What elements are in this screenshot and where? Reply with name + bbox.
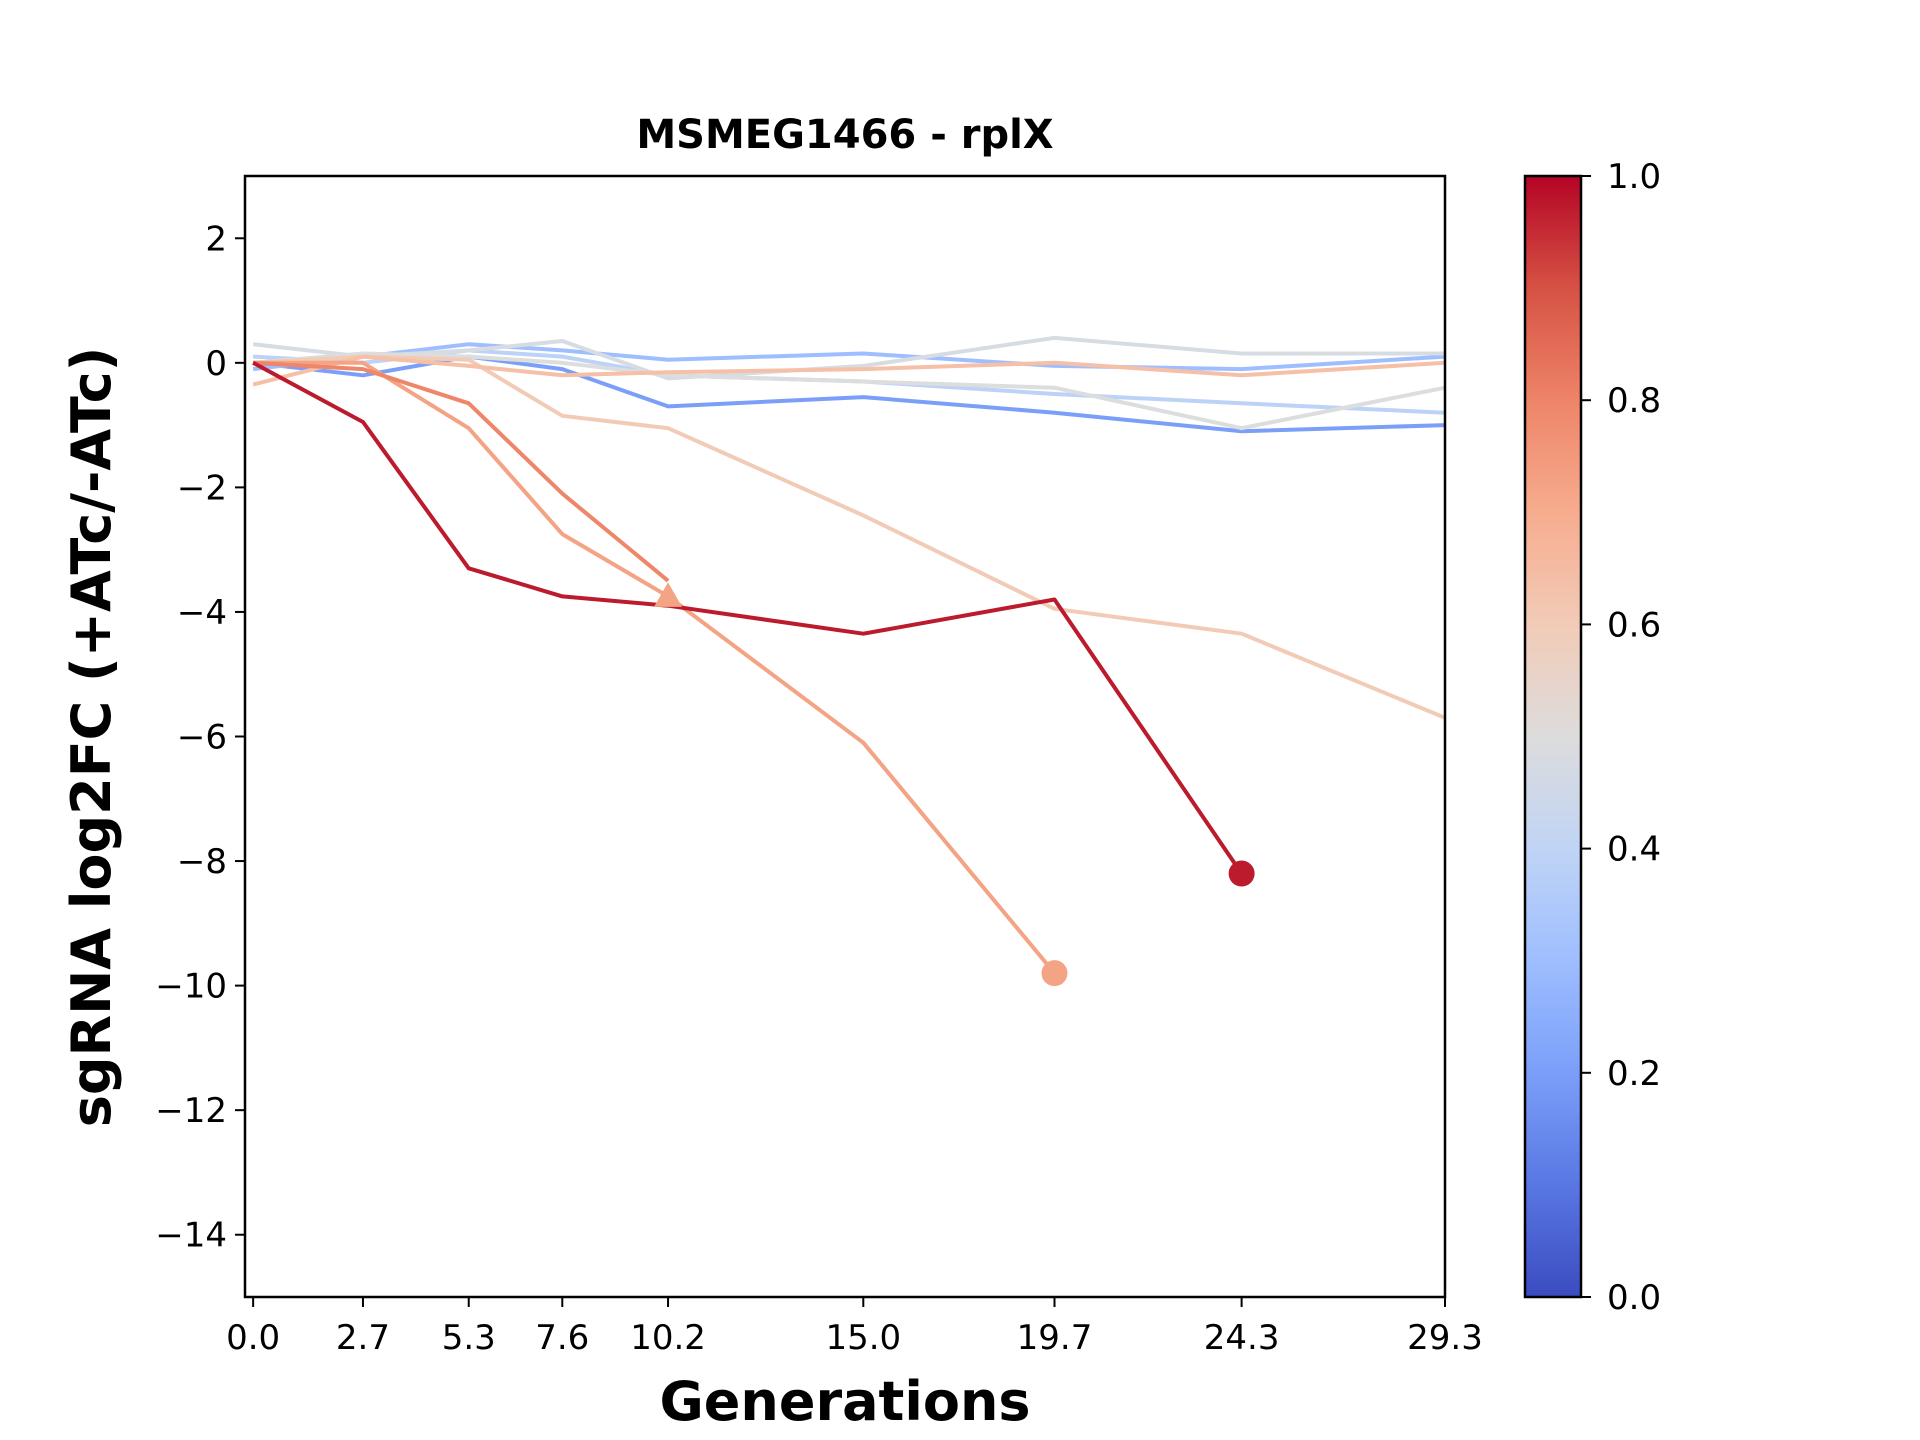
marker-layer [654,582,1255,987]
y-tick-label-5: −8 [177,842,227,882]
series-line-9 [252,361,1244,875]
end-marker-7 [1041,960,1068,987]
y-axis: 2 0 −2 −4 −6 −8 −10 −12 −14 [155,219,245,1256]
series-line-6 [252,354,1445,387]
y-tick-label-1: 0 [205,344,227,384]
y-tick-label-7: −12 [155,1091,227,1131]
x-axis: 0.0 2.7 5.3 7.6 10.2 15.0 19.7 24.3 29.3 [226,1297,1483,1358]
x-tick-label-1: 2.7 [336,1318,390,1358]
end-marker-9 [1228,860,1255,887]
colorbar-tick-label-2: 0.4 [1607,830,1661,870]
chart-title: MSMEG1466 - rplX [636,112,1053,158]
y-tick-label-8: −14 [155,1216,227,1256]
x-tick-label-7: 24.3 [1204,1318,1280,1358]
colorbar [1523,174,1583,1299]
colorbar-tick-label-5: 1.0 [1607,157,1661,197]
colorbar-tick-label-0: 0.0 [1607,1278,1661,1318]
colorbar-tick-label-4: 0.8 [1607,381,1661,421]
series-line-1 [252,342,1445,372]
colorbar-ticks: 0.0 0.2 0.4 0.6 0.8 1.0 [1581,157,1661,1318]
y-axis-label: sgRNA log2FC (+ATc/-ATc) [60,347,123,1128]
x-tick-label-6: 19.7 [1017,1318,1093,1358]
x-tick-label-4: 10.2 [630,1318,706,1358]
y-tick-label-2: −2 [177,468,227,508]
x-tick-label-3: 7.6 [535,1318,589,1358]
x-tick-label-0: 0.0 [226,1318,280,1358]
x-tick-label-2: 5.3 [442,1318,496,1358]
plot-frame [243,174,1447,1299]
series-layer [252,335,1445,975]
y-tick-label-3: −4 [177,593,227,633]
series-line-7 [253,360,1057,975]
x-axis-label: Generations [659,1370,1030,1433]
x-tick-label-5: 15.0 [825,1318,901,1358]
y-tick-label-4: −6 [177,718,227,758]
x-tick-label-8: 29.3 [1407,1318,1483,1358]
y-tick-label-0: 2 [205,219,227,259]
series-line-5 [252,354,1445,720]
series-line-8 [252,360,670,583]
y-tick-label-6: −10 [155,967,227,1007]
triangle-marker-7 [654,582,683,607]
colorbar-tick-label-3: 0.6 [1607,605,1661,645]
series-line-0 [252,354,1445,434]
colorbar-tick-label-1: 0.2 [1607,1054,1661,1094]
series-line-4 [252,351,1445,431]
